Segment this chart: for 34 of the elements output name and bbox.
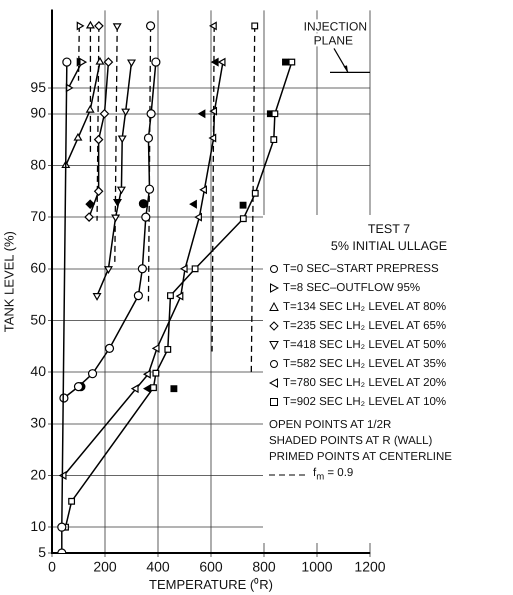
legend-label: T=235 SEC LH₂ LEVEL AT 65% [283,320,446,332]
x-tick-label: 0 [48,558,56,574]
legend-label: f$_{m}$ = 0.9 [313,466,354,482]
y-tick-label: 5 [38,544,46,560]
annotation: OPEN POINTS AT 1/2R [269,418,392,433]
y-tick-label: 50 [30,311,46,328]
y-tick-label: 30 [30,414,46,431]
y-tick-label: 40 [30,362,46,379]
y-tick-label: 10 [30,518,46,534]
y-axis-title: TANK LEVEL (%) [1,231,16,332]
y-tick-label: 95 [30,78,46,95]
x-tick-label: 800 [252,558,276,574]
legend-label: T=780 SEC LH₂ LEVEL AT 20% [283,376,446,388]
x-tick-label: 600 [199,558,223,574]
y-tick-label: 70 [30,208,46,224]
x-tick-label: 1000 [301,558,333,574]
x-tick-label: 400 [146,558,170,574]
legend-label: T=134 SEC LH₂ LEVEL AT 80% [283,300,446,312]
annotation: SHADED POINTS AT R (WALL) [269,434,434,449]
legend-label: T=0 SEC–START PREPRESS [283,262,439,274]
y-tick-label: 80 [30,156,46,172]
x-axis-title: TEMPERATURE (⁰R) [149,576,273,592]
x-tick-label: 200 [93,558,117,574]
y-tick-label: 90 [30,104,46,121]
annotation: PRIMED POINTS AT CENTERLINE [269,450,453,465]
ref-line-label: INJECTION PLANE [304,19,367,48]
y-tick-label: 20 [30,466,46,482]
legend-title: TEST 7 5% INITIAL ULLAGE [330,221,448,255]
y-tick-label: 60 [30,260,46,276]
legend-label: T=418 SEC LH₂ LEVEL AT 50% [283,338,446,350]
legend-label: T=8 SEC–OUTFLOW 95% [283,282,420,294]
legend-label: T=902 SEC LH₂ LEVEL AT 10% [283,396,446,408]
x-tick-label: 1200 [354,558,386,574]
legend-label: T=582 SEC LH₂ LEVEL AT 35% [283,358,446,370]
